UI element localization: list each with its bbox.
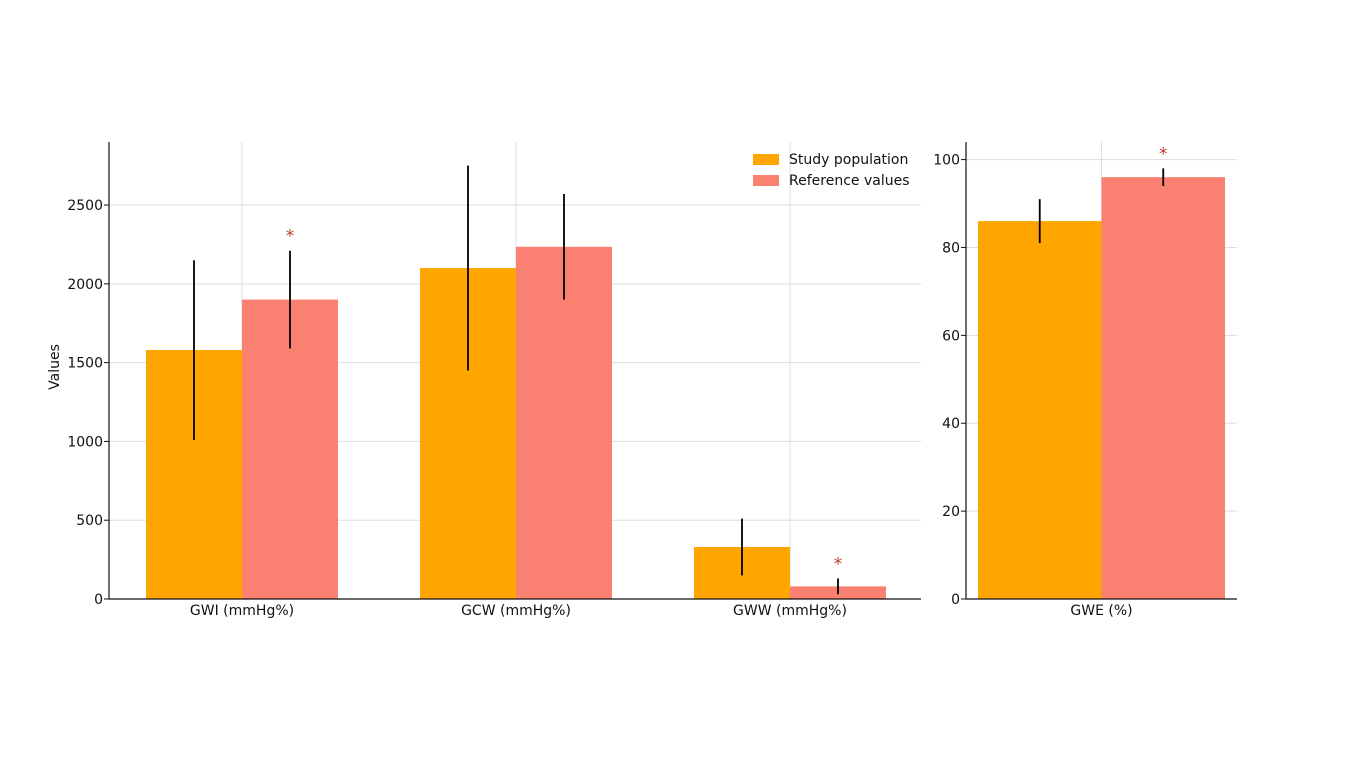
y-tick-label: 0 [951, 592, 960, 608]
y-tick-label: 60 [942, 328, 960, 344]
x-tick-label: GWE (%) [1070, 603, 1132, 619]
y-tick-label: 100 [933, 153, 960, 169]
significance-marker: * [286, 227, 295, 247]
bar-reference-values-gwe [1101, 177, 1225, 599]
y-tick-label: 1500 [67, 356, 103, 372]
legend-label-study-population: Study population [789, 152, 908, 168]
y-tick-label: 80 [942, 240, 960, 256]
right-panel-chart: 0 20 40 60 80 100 * GWE (%) [933, 142, 1237, 619]
y-tick-label: 40 [942, 416, 960, 432]
bar-study-population-gwe [978, 221, 1102, 599]
legend: Study population Reference values [753, 152, 909, 189]
bar-reference-values-gcw-mmhg [516, 246, 612, 599]
y-tick-label: 2000 [67, 277, 103, 293]
y-tick-label: 0 [94, 592, 103, 608]
y-tick-label: 500 [76, 513, 103, 529]
x-tick-label: GCW (mmHg%) [461, 603, 571, 619]
significance-marker: * [834, 555, 843, 575]
y-axis-label: Values [47, 344, 63, 390]
x-tick-label: GWW (mmHg%) [733, 603, 847, 619]
y-tick-label: 2500 [67, 198, 103, 214]
significance-marker: * [1159, 144, 1168, 164]
left-panel-chart: 0 500 1000 1500 2000 2500 * GWI (mmHg%) GCW (mmH… [67, 142, 921, 619]
legend-swatch-study-population [753, 154, 779, 165]
legend-label-reference-values: Reference values [789, 173, 909, 189]
legend-swatch-reference-values [753, 175, 779, 186]
x-tick-label: GWI (mmHg%) [190, 603, 294, 619]
y-tick-label: 20 [942, 504, 960, 520]
bar-reference-values-gwi-mmhg [242, 299, 338, 599]
y-tick-label: 1000 [67, 434, 103, 450]
